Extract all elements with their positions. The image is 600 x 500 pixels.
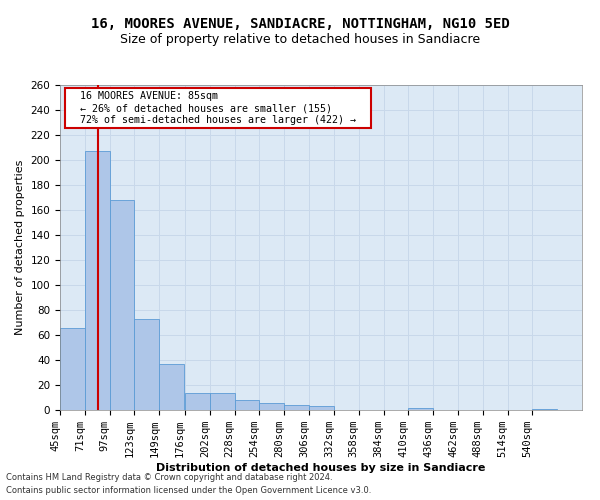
Bar [159, 364, 184, 410]
X-axis label: Distribution of detached houses by size in Sandiacre: Distribution of detached houses by size … [157, 463, 485, 473]
Bar [85, 151, 110, 410]
Bar [259, 402, 284, 410]
Bar [134, 319, 159, 410]
Bar [60, 328, 85, 410]
Bar [409, 408, 433, 410]
Bar [185, 392, 210, 410]
Text: Contains HM Land Registry data © Crown copyright and database right 2024.: Contains HM Land Registry data © Crown c… [6, 474, 332, 482]
Bar [210, 392, 235, 410]
Bar [532, 409, 557, 410]
Bar [309, 406, 334, 410]
Bar [110, 200, 134, 410]
Bar [284, 405, 309, 410]
Text: Contains public sector information licensed under the Open Government Licence v3: Contains public sector information licen… [6, 486, 371, 495]
Text: Size of property relative to detached houses in Sandiacre: Size of property relative to detached ho… [120, 32, 480, 46]
Text: 16 MOORES AVENUE: 85sqm  
  ← 26% of detached houses are smaller (155)  
  72% o: 16 MOORES AVENUE: 85sqm ← 26% of detache… [68, 92, 368, 124]
Y-axis label: Number of detached properties: Number of detached properties [15, 160, 25, 335]
Text: 16, MOORES AVENUE, SANDIACRE, NOTTINGHAM, NG10 5ED: 16, MOORES AVENUE, SANDIACRE, NOTTINGHAM… [91, 18, 509, 32]
Bar [235, 400, 259, 410]
